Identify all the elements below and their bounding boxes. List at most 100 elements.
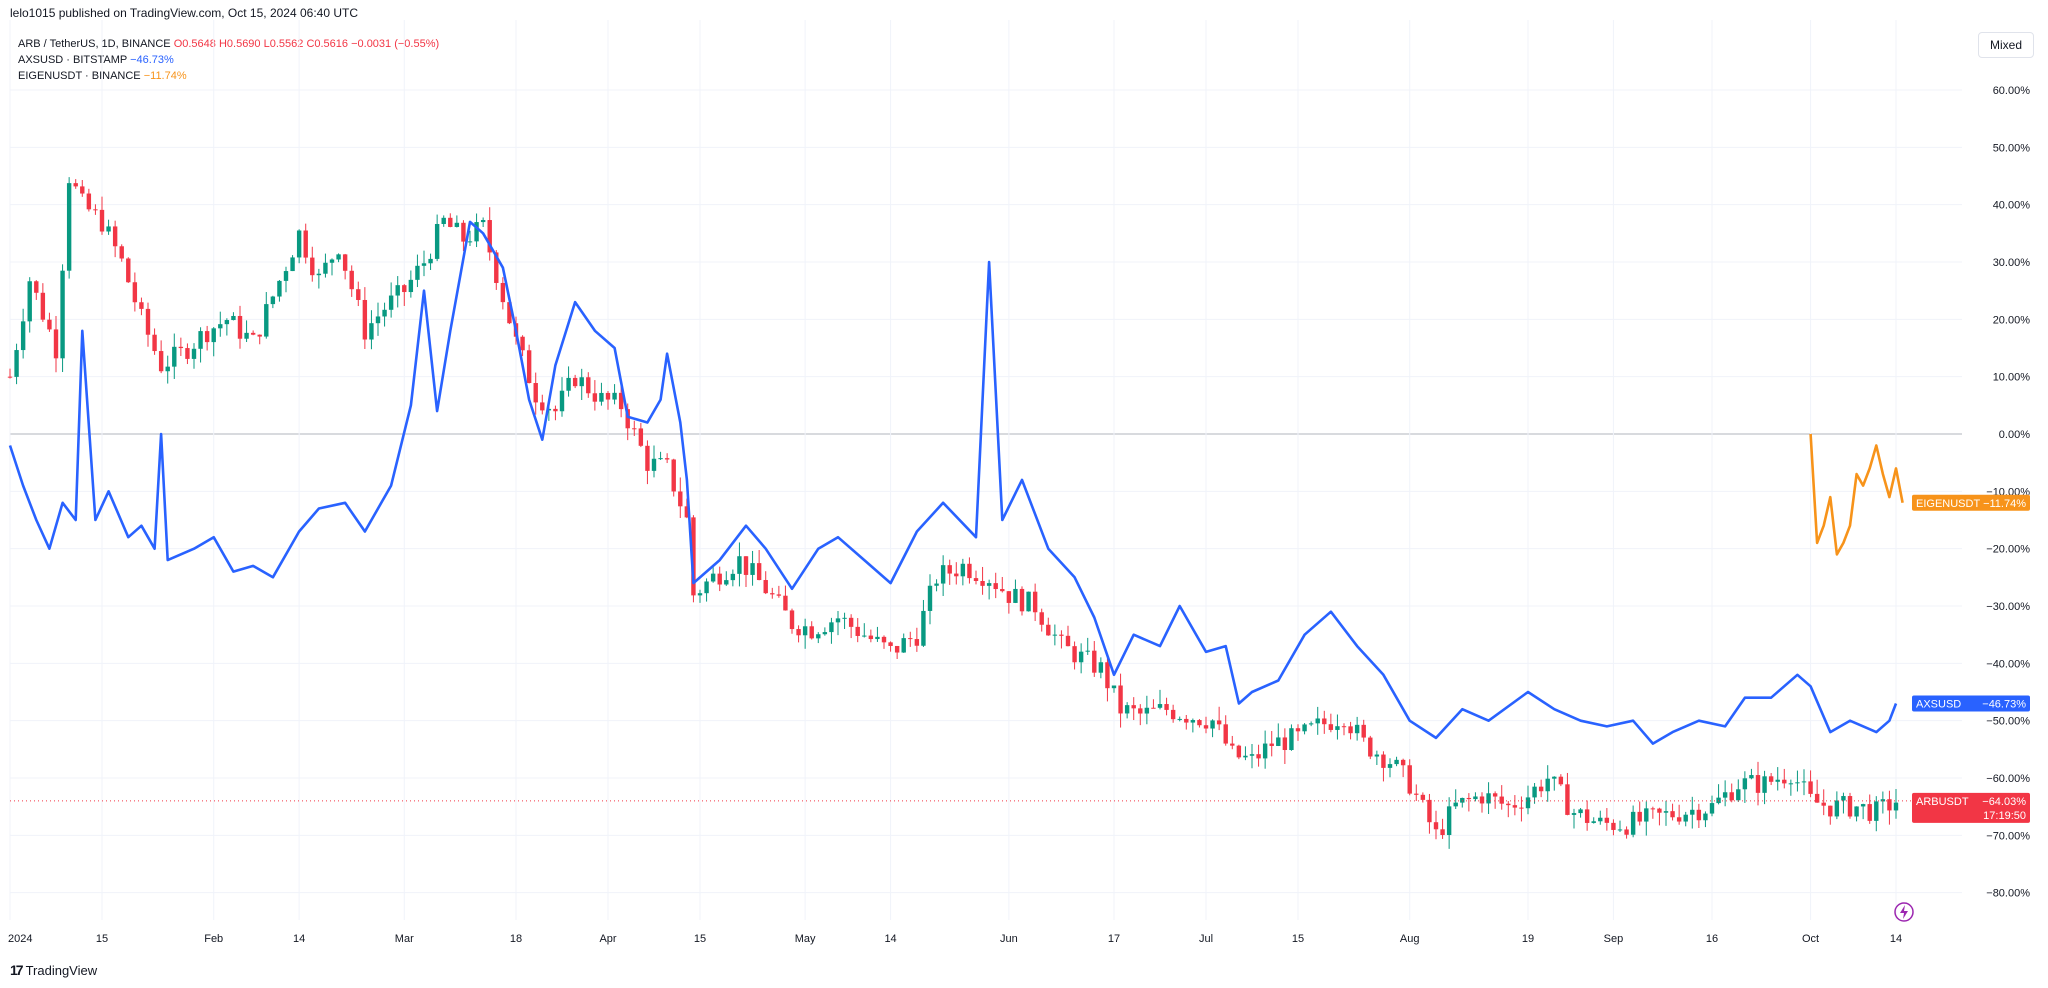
axsusd-tag	[1912, 695, 2030, 712]
candle-body	[1854, 806, 1859, 817]
candle-body	[986, 583, 992, 586]
y-tick-label: 10.00%	[1993, 372, 2031, 384]
arb-candles	[7, 177, 1899, 849]
legend-row-axs[interactable]: AXSUSD · BITSTAMP −46.73%	[18, 52, 439, 68]
candle-body	[211, 328, 216, 343]
candle-body	[264, 304, 269, 337]
candle-body	[684, 506, 690, 518]
candle-body	[1788, 783, 1794, 785]
candle-body	[1801, 781, 1807, 783]
candle-body	[369, 323, 374, 340]
arb-low: L0.5562	[263, 38, 304, 50]
candle-body	[1243, 755, 1248, 758]
candle-body	[1039, 612, 1044, 625]
arbusdt-tag-countdown: 17:19:50	[1983, 810, 2026, 822]
candle-body	[402, 285, 407, 293]
candle-body	[7, 376, 13, 378]
price-tags: EIGENUSDT −11.74% AXSUSD −46.73% ARBUSDT −64.…	[1912, 494, 2030, 823]
candle-body	[1216, 720, 1222, 725]
candle-body	[1361, 724, 1366, 738]
lightning-icon[interactable]	[1894, 902, 1914, 922]
candle-body	[408, 279, 414, 293]
candle-body	[1637, 811, 1642, 822]
candle-body	[158, 351, 164, 372]
candle-body	[441, 217, 446, 224]
legend-row-arb[interactable]: ARB / TetherUS, 1D, BINANCE O0.5648 H0.5…	[18, 36, 439, 52]
y-tick-label: −30.00%	[1986, 601, 2030, 613]
axsusd-tag-value: −46.73%	[1982, 698, 2026, 710]
candle-body	[1834, 800, 1840, 817]
x-tick-label: 14	[293, 933, 305, 945]
candle-body	[1571, 813, 1577, 815]
y-axis[interactable]: 60.00% 50.00% 40.00% 30.00% 20.00% 10.00% 0.00…	[1986, 85, 2030, 900]
candle-body	[1322, 718, 1327, 725]
candle-body	[934, 583, 939, 586]
candle-body	[80, 186, 85, 194]
candle-body	[1644, 808, 1649, 822]
candle-body	[1867, 804, 1872, 821]
candle-body	[1295, 728, 1301, 732]
candle-body	[132, 282, 138, 303]
x-tick-label: 14	[884, 933, 896, 945]
candle-body	[1282, 737, 1288, 751]
legend-row-eigen[interactable]: EIGENUSDT · BINANCE −11.74%	[18, 68, 439, 84]
candle-body	[1814, 793, 1820, 803]
candle-body	[415, 265, 420, 280]
candle-body	[231, 315, 236, 321]
candle-body	[1092, 650, 1097, 673]
eigenusdt-tag-value: −11.74%	[1983, 498, 2026, 510]
candle-body	[1197, 720, 1202, 726]
candle-body	[848, 617, 854, 627]
candle-body	[40, 292, 46, 320]
candle-body	[310, 257, 315, 276]
candle-body	[1026, 591, 1031, 612]
candle-body	[822, 632, 828, 635]
candle-body	[152, 334, 157, 352]
candle-body	[480, 220, 486, 223]
candle-body	[1374, 754, 1380, 757]
candle-body	[770, 593, 775, 595]
candle-body	[1716, 797, 1721, 804]
candle-body	[1407, 765, 1412, 794]
candle-body	[244, 332, 249, 339]
candle-body	[1078, 651, 1084, 663]
x-tick-label: Feb	[204, 933, 223, 945]
candle-body	[618, 392, 624, 410]
x-axis[interactable]: 2024 15 Feb 14 Mar 18 Apr 15 May 14 Jun 17 Jul 15 Aug 1…	[8, 933, 1902, 945]
candle-body	[1019, 588, 1025, 612]
scale-mode-button[interactable]: Mixed	[1978, 32, 2034, 58]
tradingview-logo[interactable]: 17 TradingView	[10, 962, 97, 978]
candle-body	[697, 593, 703, 596]
candle-body	[710, 573, 716, 582]
candle-body	[467, 241, 473, 243]
candle-body	[1545, 778, 1550, 792]
candle-body	[375, 316, 381, 324]
candle-body	[362, 299, 368, 340]
candle-body	[1170, 709, 1176, 720]
candle-body	[776, 594, 782, 596]
candle-body	[553, 408, 558, 412]
y-tick-label: −40.00%	[1986, 658, 2030, 670]
candle-body	[875, 636, 880, 640]
candle-body	[1584, 809, 1590, 823]
candle-body	[1052, 634, 1058, 636]
candle-body	[940, 565, 946, 584]
y-tick-label: 60.00%	[1993, 85, 2031, 97]
x-tick-label: May	[795, 933, 816, 945]
candle-body	[1565, 784, 1570, 815]
candle-body	[283, 271, 289, 281]
candle-body	[1400, 759, 1406, 766]
candle-body	[1617, 829, 1623, 831]
x-tick-label: Jun	[1000, 933, 1018, 945]
candle-body	[1177, 718, 1182, 720]
candle-body	[1105, 662, 1110, 689]
y-tick-label: −70.00%	[1986, 830, 2030, 842]
candle-body	[980, 580, 985, 586]
candle-body	[1190, 720, 1196, 723]
candle-body	[461, 222, 466, 242]
candle-body	[1749, 775, 1754, 779]
candle-body	[421, 263, 427, 266]
candle-body	[645, 445, 650, 471]
candle-body	[572, 377, 578, 387]
